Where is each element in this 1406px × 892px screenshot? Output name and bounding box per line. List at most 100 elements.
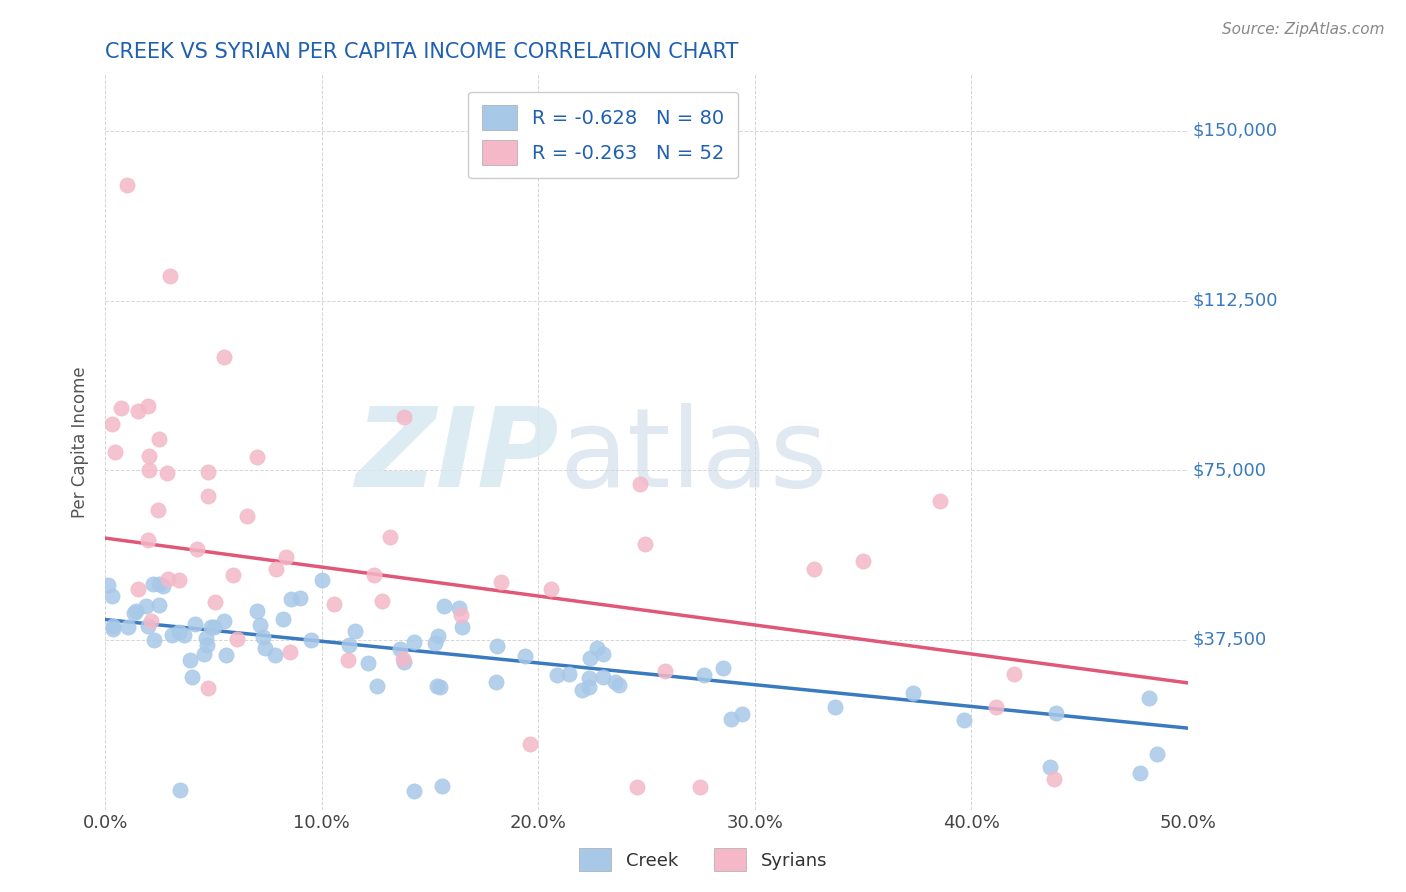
Point [357,656,380,670]
Point [186,541,208,556]
Point [195,631,218,645]
Point [1137,691,1160,706]
Point [214,350,236,364]
Point [222,567,245,582]
Point [167,625,190,640]
Point [578,671,600,685]
Point [127,404,149,418]
Point [266,562,288,576]
Point [290,591,312,605]
Point [515,648,537,663]
Point [160,628,183,642]
Point [264,648,287,662]
Point [1146,747,1168,762]
Point [489,574,512,589]
Point [103,622,125,636]
Point [540,582,562,597]
Point [626,780,648,794]
Point [689,780,711,794]
Point [273,612,295,626]
Point [97,577,120,591]
Point [141,614,163,628]
Point [138,619,160,633]
Text: Source: ZipAtlas.com: Source: ZipAtlas.com [1222,22,1385,37]
Point [148,432,170,446]
Point [953,713,976,727]
Point [311,573,333,587]
Text: $37,500: $37,500 [1192,631,1267,648]
Point [135,599,157,613]
Point [226,632,249,646]
Point [447,601,470,615]
Point [426,679,449,693]
Point [363,568,385,582]
Point [852,554,875,568]
Point [299,632,322,647]
Point [592,670,614,684]
Point [634,537,657,551]
Point [197,489,219,503]
Point [197,681,219,696]
Point [371,594,394,608]
Point [173,628,195,642]
Point [337,639,360,653]
Point [148,598,170,612]
Point [127,582,149,596]
Legend: Creek, Syrians: Creek, Syrians [571,841,835,879]
Point [236,508,259,523]
Point [578,681,600,695]
Point [125,604,148,618]
Text: $75,000: $75,000 [1192,461,1267,479]
Point [167,574,190,588]
Point [711,661,734,675]
Point [586,640,609,655]
Point [202,620,225,634]
Point [253,641,276,656]
Point [592,647,614,661]
Point [1043,772,1066,786]
Point [433,599,456,614]
Point [901,686,924,700]
Point [654,664,676,678]
Point [212,614,235,628]
Text: $150,000: $150,000 [1192,122,1278,140]
Point [402,783,425,797]
Point [101,417,124,431]
Point [215,648,238,662]
Point [389,642,412,657]
Y-axis label: Per Capita Income: Per Capita Income [72,367,89,517]
Point [193,648,215,662]
Point [380,531,402,545]
Point [148,503,170,517]
Point [157,572,180,586]
Point [337,653,360,667]
Point [425,635,447,649]
Text: atlas: atlas [560,403,828,510]
Text: $112,500: $112,500 [1192,292,1278,310]
Point [142,576,165,591]
Point [343,624,366,639]
Point [136,399,159,413]
Point [1045,706,1067,720]
Point [152,579,174,593]
Point [394,655,416,669]
Text: ZIP: ZIP [356,403,560,510]
Point [558,666,581,681]
Point [731,706,754,721]
Point [159,268,181,283]
Point [571,682,593,697]
Point [169,782,191,797]
Point [628,476,651,491]
Point [181,669,204,683]
Point [429,680,451,694]
Point [824,699,846,714]
Point [143,633,166,648]
Point [117,620,139,634]
Point [156,467,179,481]
Point [546,668,568,682]
Point [249,618,271,632]
Point [274,549,297,564]
Point [280,592,302,607]
Point [204,595,226,609]
Point [322,597,344,611]
